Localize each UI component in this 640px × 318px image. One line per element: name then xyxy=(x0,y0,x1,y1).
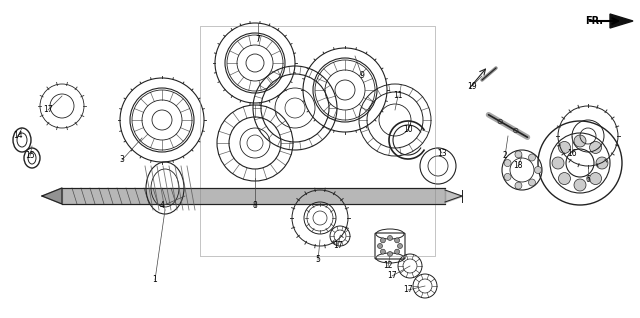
Text: 3: 3 xyxy=(120,156,124,164)
Circle shape xyxy=(596,157,608,169)
Circle shape xyxy=(552,157,564,169)
Text: 9: 9 xyxy=(360,72,364,80)
Text: 12: 12 xyxy=(383,261,393,271)
Circle shape xyxy=(380,238,385,243)
Circle shape xyxy=(504,160,511,167)
Circle shape xyxy=(395,249,399,254)
Circle shape xyxy=(504,173,511,180)
Circle shape xyxy=(589,173,602,184)
Text: 7: 7 xyxy=(255,36,260,45)
Circle shape xyxy=(589,142,602,154)
Circle shape xyxy=(498,119,502,124)
Circle shape xyxy=(387,252,392,257)
Text: 17: 17 xyxy=(387,272,397,280)
Text: 15: 15 xyxy=(25,151,35,161)
Text: 17: 17 xyxy=(333,241,343,251)
Circle shape xyxy=(559,173,570,184)
Circle shape xyxy=(378,244,383,248)
Circle shape xyxy=(534,167,541,174)
Text: 17: 17 xyxy=(403,286,413,294)
Circle shape xyxy=(574,179,586,191)
Text: FR.: FR. xyxy=(585,16,603,26)
Text: 5: 5 xyxy=(316,255,321,265)
Text: 14: 14 xyxy=(13,132,23,141)
Text: 13: 13 xyxy=(437,149,447,157)
Text: 16: 16 xyxy=(567,149,577,157)
Circle shape xyxy=(513,128,518,133)
Text: 1: 1 xyxy=(152,275,157,285)
Circle shape xyxy=(559,142,570,154)
Polygon shape xyxy=(42,188,62,204)
Circle shape xyxy=(574,135,586,147)
Text: 2: 2 xyxy=(502,151,508,161)
Text: 10: 10 xyxy=(403,126,413,135)
Circle shape xyxy=(529,179,536,186)
Polygon shape xyxy=(610,14,633,28)
Text: 11: 11 xyxy=(393,92,403,100)
Circle shape xyxy=(397,244,403,248)
Text: 4: 4 xyxy=(159,202,164,211)
Text: 17: 17 xyxy=(43,106,53,114)
Circle shape xyxy=(395,238,399,243)
Text: 18: 18 xyxy=(513,162,523,170)
Circle shape xyxy=(515,182,522,189)
Text: 6: 6 xyxy=(586,176,591,184)
Circle shape xyxy=(380,249,385,254)
Circle shape xyxy=(529,154,536,161)
Text: 8: 8 xyxy=(253,202,257,211)
Circle shape xyxy=(387,236,392,240)
Text: 19: 19 xyxy=(467,81,477,91)
Circle shape xyxy=(515,151,522,158)
